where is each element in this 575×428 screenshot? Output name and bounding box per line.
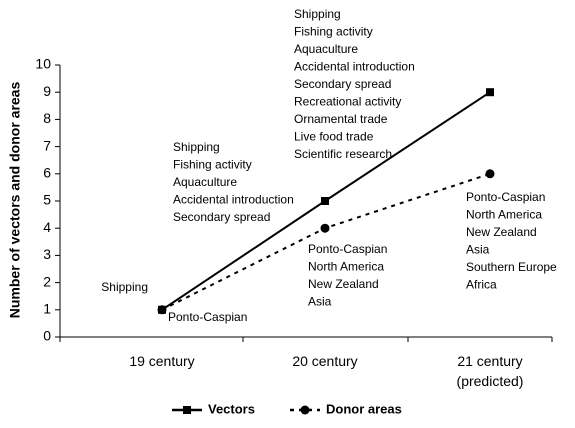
legend-marker xyxy=(183,406,191,414)
y-tick-label: 3 xyxy=(43,246,51,262)
y-axis-label: Number of vectors and donor areas xyxy=(7,82,23,319)
point-label: Ornamental trade xyxy=(294,112,388,126)
y-tick-label: 8 xyxy=(43,110,51,126)
y-tick-label: 4 xyxy=(43,219,51,235)
point xyxy=(321,197,329,205)
y-tick-label: 10 xyxy=(35,56,51,72)
legend-label: Donor areas xyxy=(326,401,402,416)
point xyxy=(157,305,167,315)
point xyxy=(320,223,330,233)
point-label: Shipping xyxy=(294,7,341,21)
point-label: Southern Europe xyxy=(466,260,557,274)
y-tick-label: 1 xyxy=(43,301,51,317)
y-tick-label: 2 xyxy=(43,273,51,289)
point-label: Recreational activity xyxy=(294,95,401,109)
point-label: New Zealand xyxy=(466,225,537,239)
point-label: Fishing activity xyxy=(173,158,252,172)
point-label: Live food trade xyxy=(294,130,374,144)
point-label: Africa xyxy=(466,278,497,292)
point-label: Accidental introduction xyxy=(294,60,415,74)
point-label: Shipping xyxy=(101,280,148,294)
point-label: Aquaculture xyxy=(173,175,237,189)
point-label: Ponto-Caspian xyxy=(466,190,545,204)
point-label: Ponto-Caspian xyxy=(168,310,247,324)
y-tick-label: 9 xyxy=(43,83,51,99)
legend-marker xyxy=(300,405,310,415)
point-label: Shipping xyxy=(173,140,220,154)
point xyxy=(485,169,495,179)
point-label: Fishing activity xyxy=(294,25,373,39)
point xyxy=(486,88,494,97)
x-tick-label: 21 century (predicted) xyxy=(457,353,524,389)
x-tick-label: 20 century xyxy=(292,353,357,369)
point-label: Scientific research xyxy=(294,147,392,161)
y-tick-label: 7 xyxy=(43,137,51,153)
point-label: North America xyxy=(308,260,384,274)
point-label: Asia xyxy=(466,243,490,257)
legend-label: Vectors xyxy=(208,401,255,416)
point-label: New Zealand xyxy=(308,277,379,291)
y-tick-label: 0 xyxy=(43,328,51,344)
point-label: Accidental introduction xyxy=(173,193,294,207)
point-label: Secondary spread xyxy=(173,210,270,224)
point-label: North America xyxy=(466,208,542,222)
point-label: Asia xyxy=(308,295,332,309)
point-label: Ponto-Caspian xyxy=(308,242,387,256)
point-label: Secondary spread xyxy=(294,77,391,91)
y-tick-label: 5 xyxy=(43,192,51,208)
x-tick-label: 19 century xyxy=(129,353,194,369)
y-tick-label: 6 xyxy=(43,165,51,181)
point-label: Aquaculture xyxy=(294,42,358,56)
